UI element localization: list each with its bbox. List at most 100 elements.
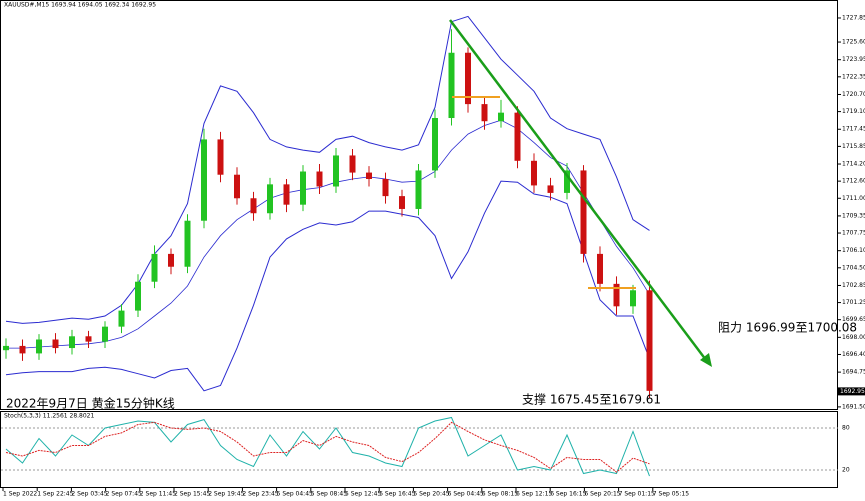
candle-body [316,171,323,187]
y-tick-label: 1717.45 [842,126,865,133]
y-tick-label: 1691.50 [842,403,865,410]
candle-body [580,170,587,254]
y-tick-label: 1711.00 [842,195,865,202]
x-tick-label: 2 Sep 23:45 [242,491,278,498]
candle-body [465,52,471,105]
x-tick-label: 2 Sep 15:45 [174,491,210,498]
candle-body [382,179,389,197]
candle-body [597,253,603,284]
candle-body [333,155,339,187]
stoch-title: Stoch(5,3,3) 11.2561 28.8021 [4,413,95,420]
x-tick-label: 5 Sep 12:45 [345,491,381,498]
y-tick-label: 1706.10 [842,247,865,254]
candle-body [69,336,75,349]
x-tick-label: 5 Sep 08:45 [311,491,347,498]
candle-body [547,185,554,193]
y-tick-label: 1704.50 [842,264,865,271]
candle-body [19,345,26,354]
x-tick-label: 7 Sep 01:15 [619,491,655,498]
candle-body [234,174,240,199]
x-tick-label: 1 Sep 2022 [3,491,37,498]
candle-body [432,118,438,171]
stoch-tick-label: 20 [842,467,850,474]
candle-body [102,326,108,342]
stoch-k [5,416,650,477]
y-tick-label: 1727.85 [842,14,865,21]
x-tick-label: 6 Sep 12:15 [516,491,552,498]
x-tick-label: 1 Sep 22:45 [37,491,73,498]
candle-body [531,160,537,186]
candle-body [118,310,125,327]
y-tick-label: 1720.70 [842,91,865,98]
stoch-tick-label: 80 [842,425,850,432]
candle-body [267,184,273,214]
y-tick-label: 1712.60 [842,178,865,185]
x-tick-label: 2 Sep 11:45 [140,491,176,498]
main-panel [0,0,838,410]
y-tick-label: 1696.40 [842,351,865,358]
candle-body [184,220,191,267]
candle-body [415,170,422,209]
y-tick-label: 1719.10 [842,108,865,115]
candle-body [52,339,59,349]
x-tick-label: 5 Sep 16:45 [379,491,415,498]
candle-body [564,170,570,193]
candle-body [399,196,405,209]
last-price-label: 1692.95 [840,388,865,395]
header: XAUUSD#,M15 1693.94 1694.05 1692.34 1692… [4,2,156,9]
y-tick-label: 1715.85 [842,143,865,150]
x-tick-label: 6 Sep 04:45 [448,491,484,498]
x-tick-label: 6 Sep 08:15 [482,491,518,498]
band-line [5,180,650,392]
band-line [5,15,650,324]
resistance-note: 阻力 1696.99至1700.08 [718,321,857,335]
candle-body [168,253,174,267]
x-tick-label: 6 Sep 20:15 [584,491,620,498]
y-tick-label: 1714.20 [842,161,865,168]
caption: 2022年9月7日 黄金15分钟K线 [6,396,175,411]
candle-body [613,283,620,307]
candle-body [300,171,306,205]
y-tick-label: 1725.60 [842,39,865,46]
y-tick-label: 1723.95 [842,56,865,63]
x-tick-label: 2 Sep 19:45 [208,491,244,498]
stoch-d [5,421,650,473]
x-tick-label: 5 Sep 20:45 [413,491,449,498]
candle-body [366,172,372,180]
candle-body [448,52,455,119]
candle-body [646,290,653,391]
trend-line [449,19,707,361]
candle-body [217,139,224,175]
y-tick-label: 1707.75 [842,230,865,237]
x-tick-label: 5 Sep 04:45 [277,491,313,498]
y-tick-label: 1698.00 [842,334,865,341]
trend-arrow [700,353,712,367]
candle-body [3,345,9,351]
candle-body [514,112,521,161]
x-tick-label: 2 Sep 07:45 [106,491,142,498]
x-tick-label: 6 Sep 16:15 [550,491,586,498]
x-tick-label: 2 Sep 03:45 [71,491,107,498]
candle-body [135,281,141,311]
y-tick-label: 1694.75 [842,369,865,376]
band-line [6,119,650,349]
candle-body [498,112,504,122]
y-tick-label: 1722.35 [842,73,865,80]
candle-body [201,139,207,221]
candle-body [250,198,257,214]
candle-body [36,339,42,354]
y-tick-label: 1709.35 [842,212,865,219]
candle-body [151,253,158,282]
support-note: 支撑 1675.45至1679.61 [522,392,661,407]
candle-body [481,104,488,122]
y-tick-label: 1699.65 [842,316,865,323]
candle-body [349,155,356,173]
candle-body [283,184,290,205]
last-price-box [838,387,865,396]
x-tick-label: 7 Sep 05:15 [653,491,689,498]
y-tick-label: 1702.85 [842,282,865,289]
stoch-panel [0,411,838,488]
candle-body [85,336,92,342]
